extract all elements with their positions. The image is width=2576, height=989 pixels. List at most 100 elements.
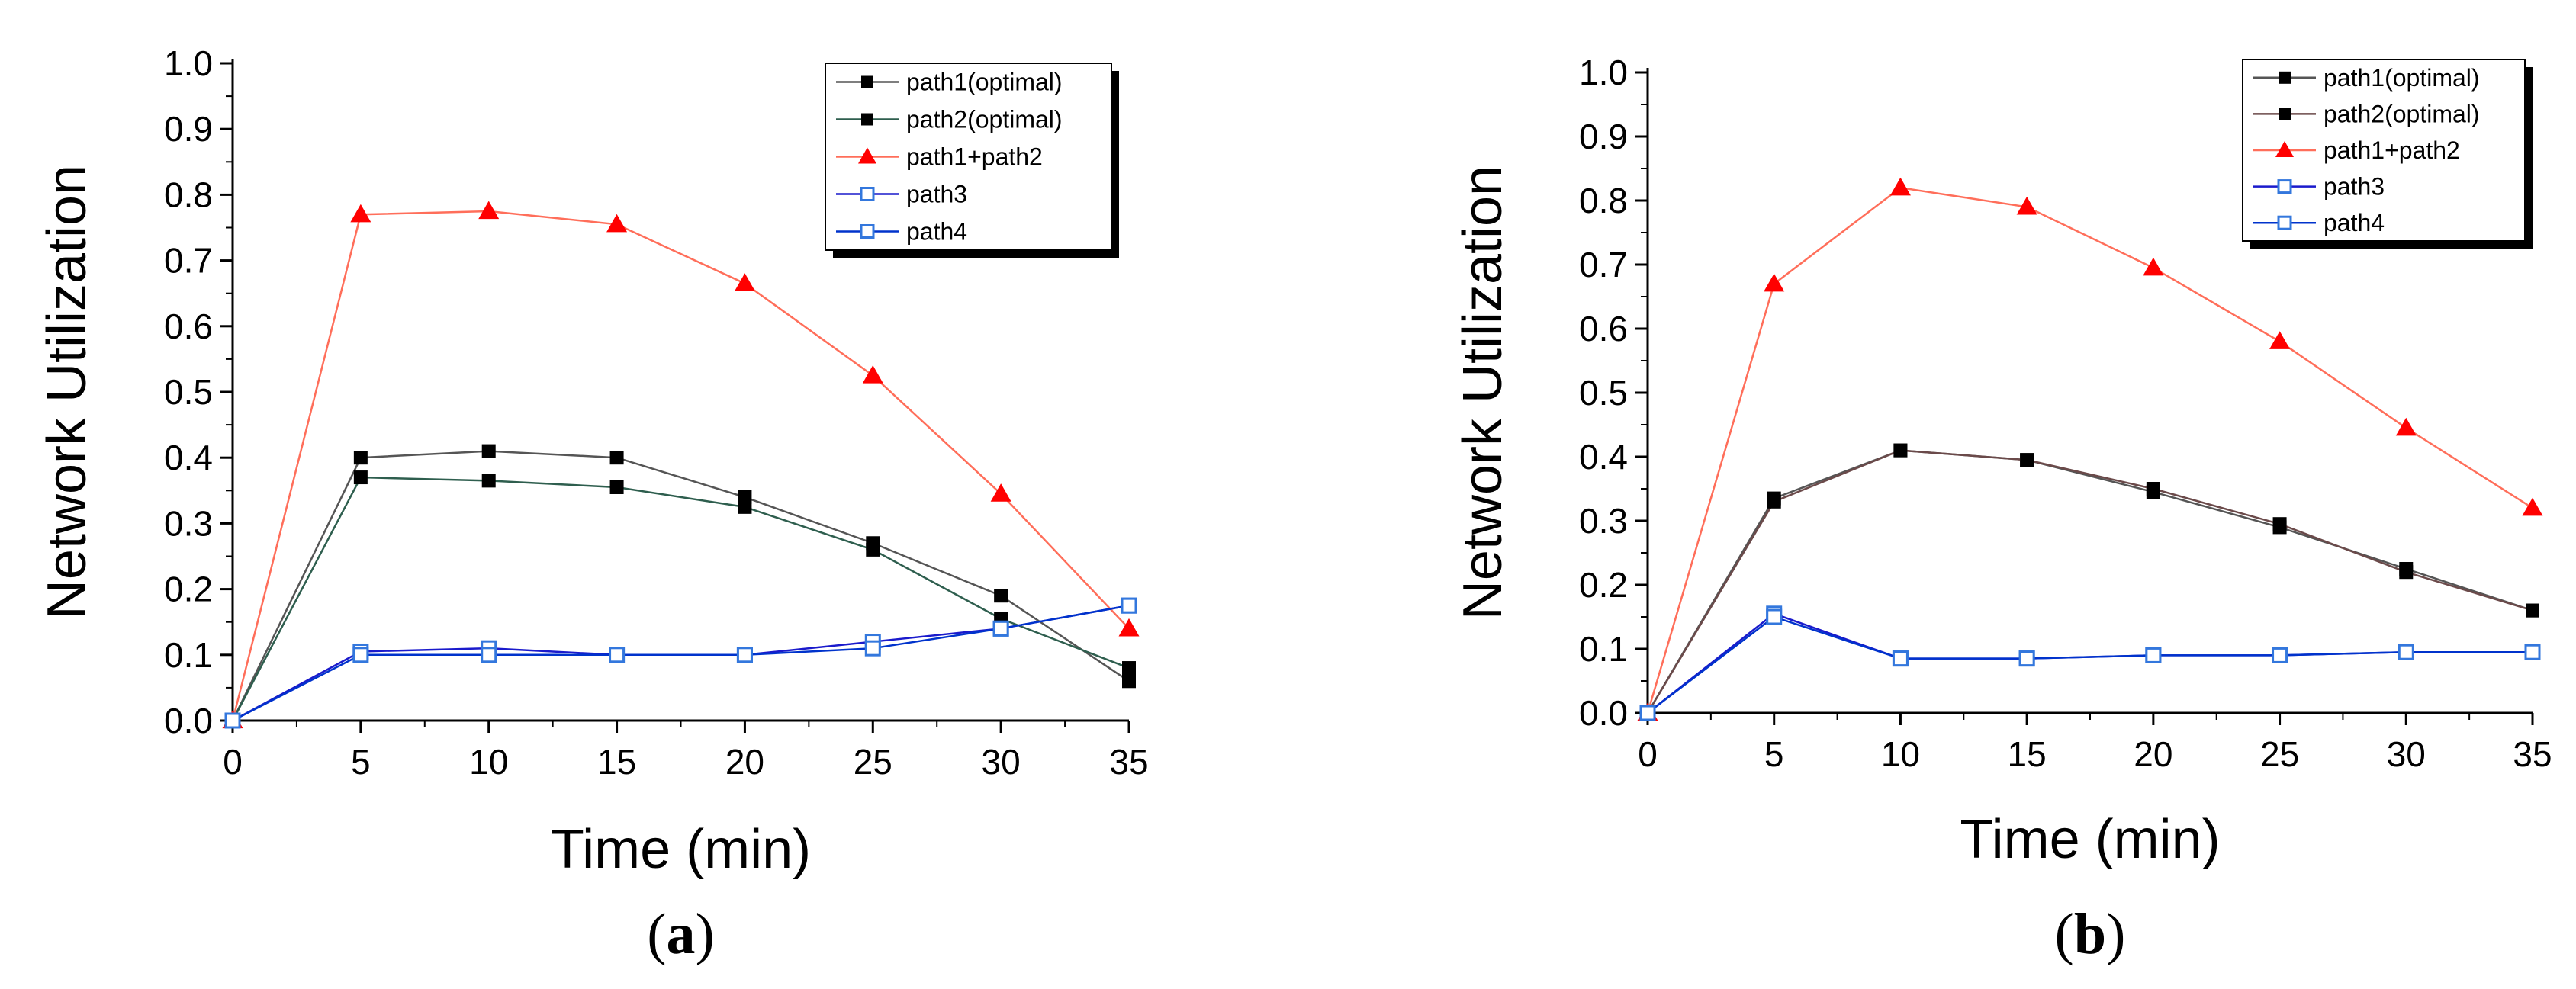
panel-b-data-point-path1-path2 xyxy=(2522,497,2543,516)
panel-b-x-tick-label: 35 xyxy=(2513,734,2552,774)
panel-a-data-point-path4 xyxy=(736,647,753,663)
panel-b-data-point-path4 xyxy=(1639,705,1656,721)
panel-b-legend-swatch-marker-path1-optimal xyxy=(2279,71,2291,84)
panel-b-data-point-path1-path2 xyxy=(2395,417,2417,436)
panel-b-data-point-path2-optimal xyxy=(2272,517,2287,531)
panel-a-data-point-path1-path2 xyxy=(1118,618,1140,637)
panel-a-legend-label-path2-optimal: path2(optimal) xyxy=(906,106,1063,133)
panel-b-x-tick-label: 25 xyxy=(2260,734,2299,774)
panel-b-legend-swatch-marker-path3 xyxy=(2277,179,2292,194)
panel-b-series-line-path4 xyxy=(1647,615,2533,714)
panel-a-y-tick-label: 0.6 xyxy=(164,307,213,346)
panel-b-series-path2-optimal xyxy=(1641,443,2539,720)
panel-b-legend-label-path2-optimal: path2(optimal) xyxy=(2324,100,2480,127)
panel-a-data-point-path1-optimal xyxy=(994,589,1008,603)
panel-a-y-tick-label: 0.2 xyxy=(164,570,213,609)
panel-a-data-point-path4 xyxy=(609,647,626,663)
panel-b-data-point-path1-path2 xyxy=(2269,331,2291,349)
panel-a-x-tick-label: 25 xyxy=(854,742,892,782)
panel-b-data-point-path2-optimal xyxy=(1767,494,1781,509)
panel-a-legend-label-path3: path3 xyxy=(906,181,967,208)
panel-a-x-tick-label: 15 xyxy=(597,742,636,782)
panel-a-x-tick-label: 0 xyxy=(223,742,243,782)
panel-a-x-axis-title: Time (min) xyxy=(551,819,811,880)
panel-a-data-point-path1-path2 xyxy=(478,201,500,220)
panel-a-series-line-path1-optimal xyxy=(231,450,1130,721)
panel-a-data-point-path2-optimal xyxy=(866,542,880,557)
panel-a-legend-swatch-marker-path2-optimal xyxy=(861,113,873,126)
panel-a-data-point-path4 xyxy=(352,647,369,663)
panel-b-data-point-path4 xyxy=(2018,650,2035,667)
panel-a-y-tick-label: 0.1 xyxy=(164,635,213,675)
panel-a-y-tick-label: 0.7 xyxy=(164,241,213,281)
panel-a-legend-label-path1-optimal: path1(optimal) xyxy=(906,69,1063,96)
panel-a-series-line-path2-optimal xyxy=(231,476,1130,721)
panel-a-data-point-path1-path2 xyxy=(990,483,1011,502)
panel-b-legend: path1(optimal) path2(optimal) path1+path2 p… xyxy=(2242,59,2533,249)
panel-b-series-path4 xyxy=(1639,608,2541,721)
panel-a-y-tick-label: 0.5 xyxy=(164,372,213,412)
panel-a-y-tick-label: 0.3 xyxy=(164,503,213,543)
panel-a-data-point-path1-optimal xyxy=(481,444,496,458)
panel-a-data-point-path1-optimal xyxy=(609,451,624,465)
panel-b-legend-label-path4: path4 xyxy=(2324,209,2385,236)
panel-b-data-point-path2-optimal xyxy=(2399,565,2414,580)
panel-b-x-tick-label: 20 xyxy=(2134,734,2172,774)
panel-b-y-tick-label: 0.9 xyxy=(1579,117,1628,156)
panel-a-data-point-path1-path2 xyxy=(606,214,628,233)
panel-a-data-point-path1-path2 xyxy=(350,204,371,223)
panel-b-data-point-path4 xyxy=(2272,647,2288,663)
panel-a-panel-label: (a) xyxy=(647,902,715,966)
panel-b-data-point-path2-optimal xyxy=(2526,603,2539,618)
panel-a-data-point-path2-optimal xyxy=(353,470,368,485)
panel-b-legend-label-path3: path3 xyxy=(2324,173,2385,201)
panel-b-x-axis-title: Time (min) xyxy=(1960,809,2220,870)
panel-a-data-point-path2-optimal xyxy=(481,474,496,488)
panel-a-x-tick-label: 35 xyxy=(1109,742,1148,782)
panel-b-data-point-path4 xyxy=(2524,644,2541,660)
panel-b-x-tick-label: 15 xyxy=(2008,734,2047,774)
panel-a-chart: 0 5 10 15 20 25 30 35 0.0 0.1 0.2 0.3 0.4 0.5 0.6 0.7 0.… xyxy=(37,43,1149,966)
panel-a-data-point-path1-path2 xyxy=(862,364,883,384)
panel-b-data-point-path4 xyxy=(2398,644,2414,660)
panel-a-legend-swatch-marker-path1-path2 xyxy=(858,147,876,164)
panel-b-x-tick-label: 5 xyxy=(1764,734,1784,774)
panel-a-data-point-path1-path2 xyxy=(734,273,755,291)
panel-b-y-tick-label: 0.0 xyxy=(1579,693,1628,733)
panel-a-data-point-path4 xyxy=(992,620,1009,637)
panel-a-series-line-path4 xyxy=(232,604,1130,722)
panel-a-legend-label-path1-path2: path1+path2 xyxy=(906,143,1043,171)
panel-b-series-path1-path2 xyxy=(1637,177,2543,721)
panel-b-x-tick-label: 0 xyxy=(1638,734,1658,774)
panel-a-y-tick-label: 0.0 xyxy=(164,701,213,740)
panel-a-legend-swatch-marker-path1-optimal xyxy=(861,75,873,88)
panel-b-chart: 0 5 10 15 20 25 30 35 0.0 0.1 0.2 0.3 0.4 0.5 0.6 0.7 0.… xyxy=(1452,53,2552,966)
panel-a-y-tick-label: 0.4 xyxy=(164,438,213,477)
panel-b-legend-swatch-marker-path4 xyxy=(2277,215,2292,230)
panel-a-legend-label-path4: path4 xyxy=(906,218,967,246)
panel-b-y-tick-label: 0.5 xyxy=(1579,373,1628,413)
panel-b-y-tick-label: 1.0 xyxy=(1579,53,1628,92)
panel-b-x-tick-label: 30 xyxy=(2387,734,2426,774)
panel-b-y-tick-label: 0.7 xyxy=(1579,245,1628,284)
panel-b-data-point-path1-path2 xyxy=(1764,273,1785,292)
panel-a-legend-swatch-marker-path3 xyxy=(860,187,875,201)
panel-b-data-point-path2-optimal xyxy=(1893,443,1908,458)
panel-b-series-line-path1-optimal xyxy=(1646,449,2533,714)
panel-b-legend-label-path1-optimal: path1(optimal) xyxy=(2324,64,2480,92)
panel-a-x-tick-label: 10 xyxy=(469,742,508,782)
panel-a-data-point-path2-optimal xyxy=(1122,661,1136,676)
panel-a-x-tick-label: 20 xyxy=(725,742,764,782)
panel-a-y-tick-label: 0.9 xyxy=(164,109,213,149)
panel-a-data-point-path4 xyxy=(224,712,241,729)
panel-a-data-point-path2-optimal xyxy=(738,499,752,514)
panel-a-legend-swatch-marker-path4 xyxy=(860,224,875,239)
panel-b-y-tick-label: 0.2 xyxy=(1579,565,1628,605)
panel-b-data-point-path1-path2 xyxy=(2143,257,2164,276)
panel-a-series-line-path1-path2 xyxy=(231,210,1130,721)
panel-b-y-tick-label: 0.4 xyxy=(1579,437,1628,477)
panel-b-series-line-path1-path2 xyxy=(1646,186,2533,714)
panel-b-y-tick-label: 0.1 xyxy=(1579,629,1628,669)
